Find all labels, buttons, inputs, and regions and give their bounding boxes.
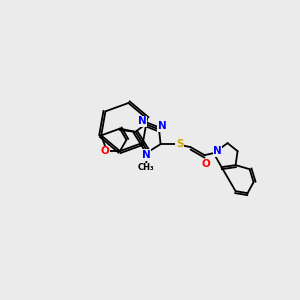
Text: N: N xyxy=(138,116,147,126)
Text: S: S xyxy=(176,139,183,149)
Text: CH₃: CH₃ xyxy=(138,164,154,172)
Text: O: O xyxy=(100,146,109,156)
Text: O: O xyxy=(201,159,210,169)
Text: N: N xyxy=(213,146,222,156)
Text: N: N xyxy=(142,150,150,160)
Text: N: N xyxy=(158,122,167,131)
